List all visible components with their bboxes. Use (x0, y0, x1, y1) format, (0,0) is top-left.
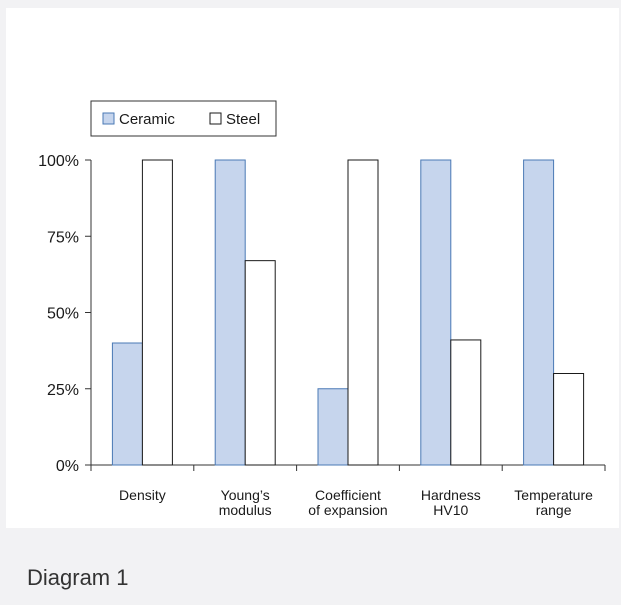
bar-steel (244, 260, 276, 466)
chart-panel (6, 8, 619, 528)
bar-ceramic (523, 159, 555, 466)
bar-steel (553, 373, 585, 466)
bar-ceramic (214, 159, 246, 466)
x-category-label: range (536, 502, 572, 518)
diagram-caption: Diagram 1 (27, 565, 129, 590)
legend-swatch-steel (209, 112, 222, 125)
legend-box (90, 100, 277, 137)
y-tick-label: 0% (56, 458, 79, 475)
bar-ceramic (317, 388, 349, 466)
legend-label-ceramic: Ceramic (119, 111, 175, 128)
x-category-label: Coefficient (315, 487, 381, 503)
x-category-label: modulus (219, 502, 272, 518)
y-tick-label: 50% (47, 306, 79, 323)
bar-steel (450, 339, 482, 466)
x-category-label: Temperature (514, 487, 593, 503)
x-category-label: Hardness (421, 487, 481, 503)
x-category-label: Density (119, 487, 166, 503)
legend-label-steel: Steel (226, 111, 260, 128)
bar-steel (141, 159, 173, 466)
x-category-label: of expansion (308, 502, 387, 518)
x-category-label: HV10 (433, 502, 468, 518)
y-tick-label: 25% (47, 382, 79, 399)
y-tick-label: 100% (38, 153, 79, 170)
bar-ceramic (420, 159, 452, 466)
legend-swatch-ceramic (102, 112, 115, 125)
bar-steel (347, 159, 379, 466)
bar-ceramic (111, 342, 143, 466)
x-category-label: Young’s (221, 487, 270, 503)
y-tick-label: 75% (47, 229, 79, 246)
